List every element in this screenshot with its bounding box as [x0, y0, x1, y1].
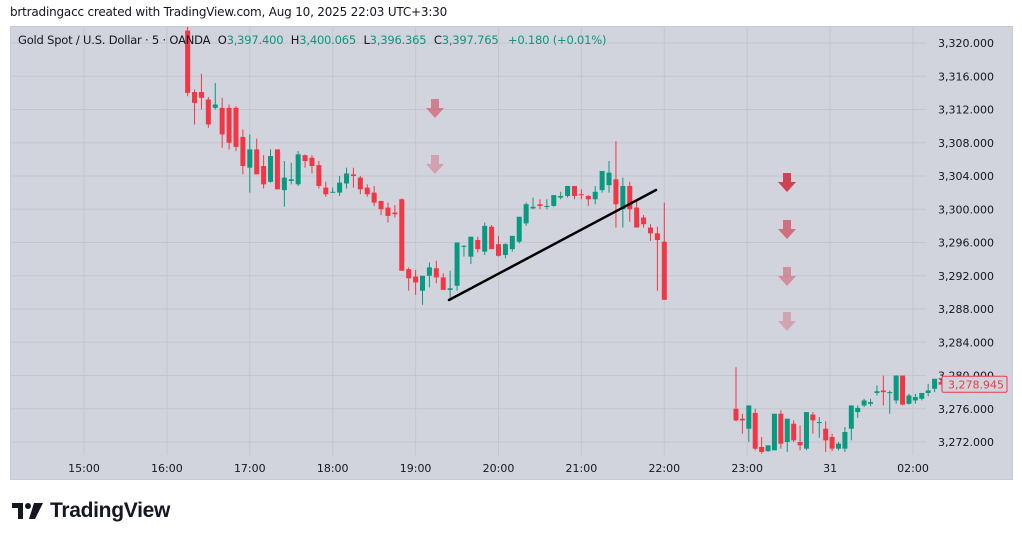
symbol-name[interactable]: Gold Spot / U.S. Dollar · 5 · OANDA	[18, 33, 211, 47]
down-arrow-icon[interactable]	[778, 312, 796, 331]
time-tick-label: 17:00	[234, 462, 266, 475]
price-tick-label: 3,272.000	[938, 436, 994, 449]
time-tick-label: 20:00	[483, 462, 515, 475]
price-tick-label: 3,288.000	[938, 303, 994, 316]
time-tick-label: 22:00	[648, 462, 680, 475]
chart-pane[interactable]: 3,320.000 3,316.000 3,312.000 3,308.000 3,30…	[10, 26, 1013, 480]
chart-attribution: brtradingacc created with TradingView.co…	[10, 5, 448, 19]
down-arrow-icon[interactable]	[778, 267, 796, 286]
price-tick-label: 3,316.000	[938, 70, 994, 83]
price-tick-label: 3,300.000	[938, 203, 994, 216]
high-label: H	[290, 33, 300, 47]
change-value: +0.180 (+0.01%)	[507, 33, 607, 47]
candlestick-chart[interactable]: 3,320.000 3,316.000 3,312.000 3,308.000 3,30…	[11, 27, 1014, 481]
last-price-badge	[941, 375, 1008, 393]
tradingview-logo[interactable]: TradingView	[12, 499, 170, 523]
time-tick-label: 18:00	[317, 462, 349, 475]
time-axis[interactable]: 15:00 16:00 17:00 18:00 19:00 20:00 21:00 22:00…	[68, 462, 929, 475]
open-value: 3,397.400	[226, 33, 284, 47]
close-label: C	[433, 33, 442, 47]
last-price-label: 3,278.945	[948, 378, 1004, 391]
high-value: 3,400.065	[299, 33, 356, 47]
brand-name: TradingView	[50, 499, 171, 522]
time-tick-label: 21:00	[566, 462, 598, 475]
time-tick-label: 15:00	[68, 462, 100, 475]
time-tick-label: 16:00	[151, 462, 183, 475]
drawings[interactable]	[426, 99, 796, 331]
trendline[interactable]	[447, 188, 658, 302]
price-tick-label: 3,320.000	[938, 37, 994, 50]
time-tick-label: 23:00	[731, 462, 763, 475]
price-tick-label: 3,296.000	[938, 237, 994, 250]
price-tick-label: 3,276.000	[938, 403, 994, 416]
price-tick-label: 3,284.000	[938, 336, 994, 349]
price-tick-label: 3,292.000	[938, 270, 994, 283]
open-label: O	[217, 33, 227, 47]
down-arrow-icon[interactable]	[778, 173, 796, 192]
price-axis[interactable]: 3,320.000 3,316.000 3,312.000 3,308.000 3,30…	[938, 37, 1008, 449]
low-label: L	[363, 33, 370, 47]
time-tick-label: 19:00	[400, 462, 432, 475]
price-tick-label: 3,308.000	[938, 137, 994, 150]
time-tick-label: 31	[823, 462, 837, 475]
tradingview-logo-icon	[12, 503, 43, 519]
down-arrow-icon[interactable]	[778, 220, 796, 239]
down-arrow-icon[interactable]	[426, 155, 444, 174]
price-tick-label: 3,304.000	[938, 170, 994, 183]
down-arrow-icon[interactable]	[426, 99, 444, 118]
symbol-legend: Gold Spot / U.S. Dollar · 5 · OANDA O3,3…	[18, 33, 606, 47]
low-value: 3,396.365	[369, 33, 427, 47]
price-tick-label: 3,312.000	[938, 104, 994, 117]
close-value: 3,397.765	[441, 33, 499, 47]
time-tick-label: 02:00	[897, 462, 929, 475]
candles	[185, 27, 944, 454]
